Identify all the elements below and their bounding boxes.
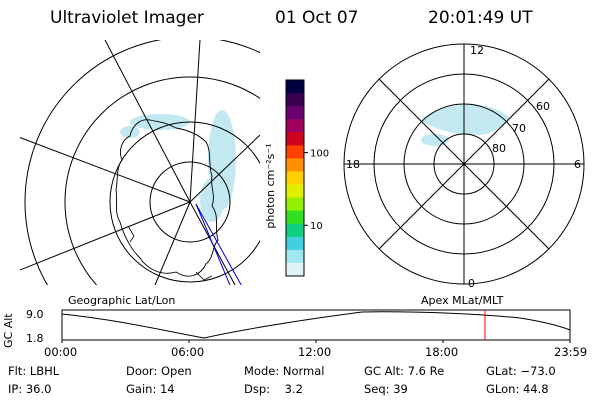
colorbar-segment [286,223,304,238]
glat-info: GLat: −73.0 [486,364,556,378]
geo-lat-circle-50 [24,40,260,285]
geo-meridian [20,137,191,203]
ip-info: IP: 36.0 [8,382,52,396]
x-tick-1200: 12:00 [298,345,332,359]
x-tick-1800: 18:00 [425,345,459,359]
geo-meridian [104,40,191,203]
geographic-map [20,40,260,285]
x-ticks [61,340,571,343]
gain-info: Gain: 14 [126,382,175,396]
mlt-label-right: 6 [574,158,581,171]
mlt-label-top: 12 [470,44,484,57]
ip-value: 36.0 [25,382,52,396]
orbit-track [195,203,242,285]
colorbar-segment [286,145,304,159]
colorbar-segment [286,132,304,146]
geo-meridian [189,134,260,203]
colorbar-segment [286,158,304,172]
geo-meridian [189,40,201,203]
y-tick-bottom: 1.8 [26,332,44,345]
colorbar-segment [286,236,304,251]
time-label: 20:01:49 UT [428,8,533,28]
colorbar-segment [286,249,304,264]
gcalt-value: 7.6 Re [407,364,445,378]
door-info: Door: Open [126,364,192,378]
glon-value: 44.8 [522,382,549,396]
glat-value: −73.0 [520,364,556,378]
seq-value: 39 [393,382,408,396]
altitude-ylabel: GC Alt [2,313,15,348]
y-tick-top: 9.0 [26,308,44,321]
colorbar-segment [286,80,304,94]
polar-map: 12 0 18 6 60 70 80 [343,43,585,290]
altitude-plot: GC Alt 9.0 1.8 [2,308,571,348]
lat-label-80: 80 [492,142,506,155]
orbit-track-2 [195,203,231,285]
filter-value: LBHL [29,364,60,378]
colorbar-segment [286,93,304,107]
colorbar-segment [286,184,304,199]
geo-meridian [154,201,191,285]
seq-info: Seq: 39 [364,382,408,396]
colorbar: 100 10 photon cm⁻²s⁻¹ [266,79,329,277]
lat-label-70: 70 [512,122,526,135]
mode-value: Normal [282,364,325,378]
colorbar-segment [286,197,304,212]
aurora-oval [420,104,510,146]
mode-info: Mode: Normal [244,364,325,378]
mlt-label-left: 18 [346,158,360,171]
colorbar-segment [286,119,304,133]
x-tick-2359: 23:59 [554,345,588,359]
colorbar-tick-label: 100 [310,149,329,160]
colorbar-segment [286,171,304,186]
filter-info: Flt: LBHL [8,364,60,378]
glon-info: GLon: 44.8 [486,382,549,396]
geo-lat-circle-60 [64,76,260,285]
colorbar-segment [286,210,304,225]
dsp-info: Dsp: 3.2 [244,382,303,396]
date-label: 01 Oct 07 [275,8,359,28]
geo-map-label: Geographic Lat/Lon [68,294,176,307]
x-tick-0000: 00:00 [44,345,78,359]
gcalt-info: GC Alt: 7.6 Re [364,364,445,378]
colorbar-unit-label: photon cm⁻²s⁻¹ [266,143,277,228]
instrument-title: Ultraviolet Imager [50,8,204,28]
x-tick-0600: 06:00 [171,345,205,359]
coastline [115,119,219,277]
door-value: Open [160,364,192,378]
lat-label-60: 60 [536,100,550,113]
colorbar-segment [286,262,304,277]
colorbar-tick-label: 10 [310,221,323,232]
colorbar-frame [285,79,305,277]
gain-value: 14 [159,382,175,396]
polar-diagonal [378,78,550,250]
mlt-label-bottom: 0 [468,277,475,290]
coastline-detail [127,225,213,281]
geo-lat-circle-70 [109,121,260,283]
geo-meridian [20,201,191,271]
dsp-value: 3.2 [284,382,303,396]
altitude-curve [61,311,571,339]
polar-map-label: Apex MLat/MLT [421,294,504,307]
geo-lat-circle-80 [149,161,231,243]
colorbar-segment [286,106,304,120]
